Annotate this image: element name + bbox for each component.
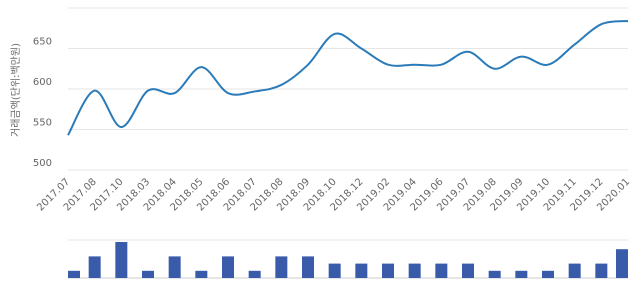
price-line — [67, 19, 629, 136]
y-tick-label: 550 — [33, 118, 52, 129]
volume-bar — [68, 270, 80, 278]
volume-bar — [616, 249, 628, 278]
volume-bar — [328, 263, 341, 278]
volume-bar — [168, 256, 181, 278]
volume-bar — [542, 270, 554, 278]
volume-bar — [275, 256, 288, 278]
volume-bar — [115, 242, 128, 278]
volume-bar — [302, 256, 314, 278]
volume-bar — [222, 256, 234, 278]
volume-bar — [382, 263, 394, 278]
y-axis-label: 거래금액(단위:백만원) — [9, 43, 22, 137]
y-tick-label: 500 — [33, 158, 52, 169]
volume-bar — [248, 270, 261, 278]
volume-bar — [355, 263, 368, 278]
volume-bar — [568, 263, 581, 278]
volume-bar — [462, 263, 474, 278]
volume-bar — [488, 270, 501, 278]
volume-bar — [435, 263, 448, 278]
y-tick-label: 650 — [33, 37, 52, 48]
volume-bar — [408, 263, 421, 278]
volume-bar — [195, 270, 208, 278]
y-tick-label: 600 — [33, 77, 52, 88]
volume-bar — [595, 263, 608, 278]
volume-bar — [142, 270, 154, 278]
volume-bar — [515, 270, 528, 278]
volume-bar — [88, 256, 101, 278]
